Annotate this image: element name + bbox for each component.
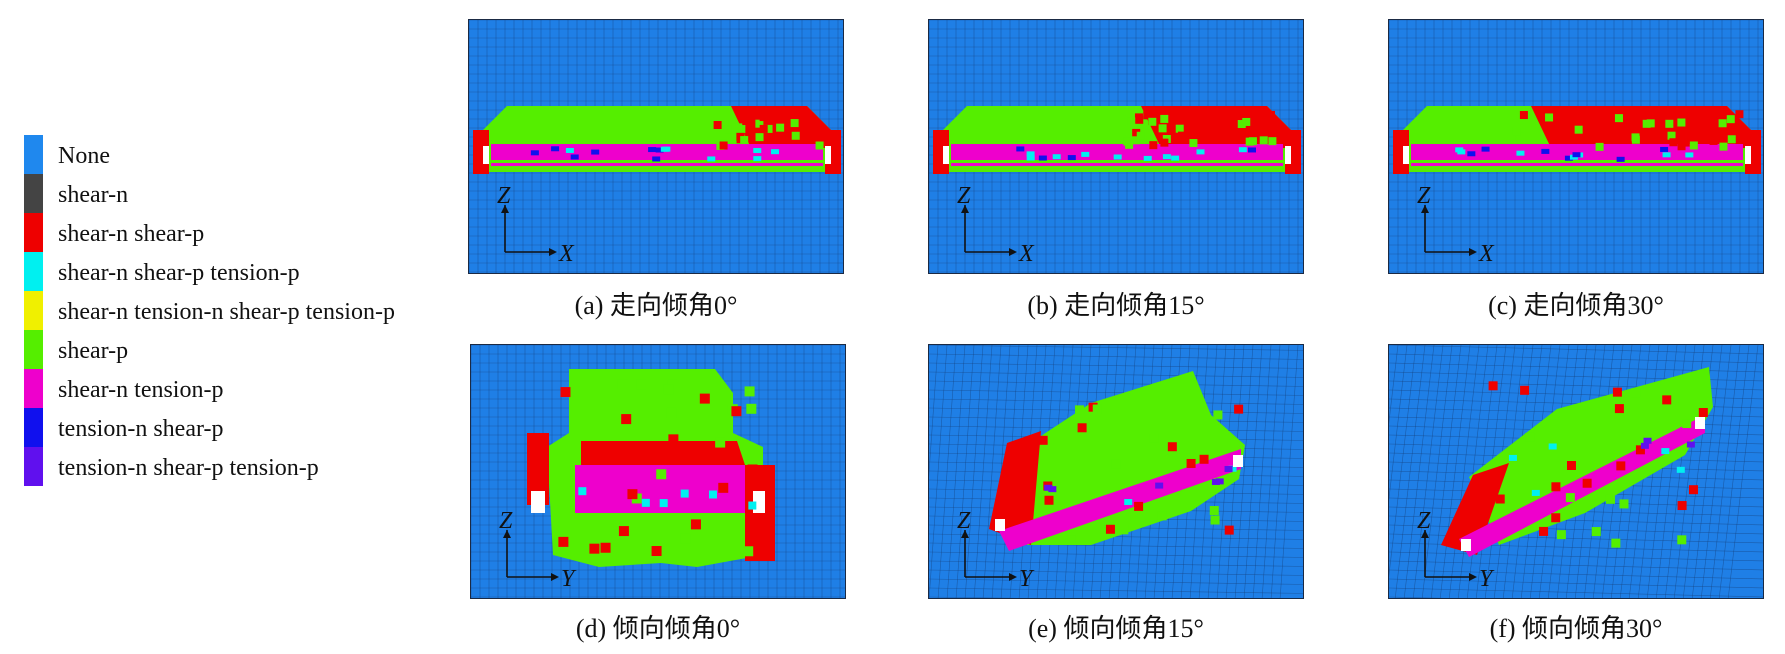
axis-indicator: ZY [957, 508, 1035, 592]
panel-f-plot: ZY [1389, 345, 1763, 598]
failure-zone [989, 371, 1245, 551]
legend-label: tension-n shear-p tension-p [58, 455, 319, 481]
legend-swatch [24, 369, 43, 408]
axis-label-horizontal: X [1478, 241, 1495, 267]
axis-label-vertical: Z [499, 508, 513, 534]
legend-label: shear-n tension-p [58, 377, 224, 403]
legend-label: shear-n shear-p tension-p [58, 260, 300, 286]
panel-a-plot: ZX [469, 20, 843, 273]
legend-label: shear-p [58, 338, 129, 364]
axis-label-horizontal: X [558, 241, 575, 267]
panel-c-plot: ZX [1389, 20, 1763, 273]
failure-zone [933, 106, 1301, 174]
mesh-grid [1389, 20, 1763, 273]
legend-swatch [24, 174, 43, 213]
failure-zone [473, 106, 841, 174]
legend-swatch [24, 252, 43, 291]
axis-label-horizontal: X [1018, 241, 1035, 267]
caption-e: (e) 倾向倾角15° [1028, 614, 1204, 643]
axis-label-horizontal: Y [1479, 566, 1495, 592]
caption-c: (c) 走向倾角30° [1488, 291, 1664, 320]
axis-label-horizontal: Y [1019, 566, 1035, 592]
axis-label-vertical: Z [957, 183, 971, 209]
axis-label-vertical: Z [1417, 183, 1431, 209]
legend-swatch [24, 135, 43, 174]
legend-swatch [24, 213, 43, 252]
panel-b-plot: ZX [929, 20, 1303, 273]
axis-label-vertical: Z [497, 183, 511, 209]
axis-indicator: ZX [957, 183, 1035, 267]
axis-indicator: ZX [1417, 183, 1495, 267]
legend-label: None [58, 143, 110, 169]
axis-label-vertical: Z [957, 508, 971, 534]
axis-label-horizontal: Y [561, 566, 577, 592]
mesh-grid [929, 345, 1303, 598]
panel-d-plot: ZY [471, 345, 845, 598]
legend-label: tension-n shear-p [58, 416, 224, 442]
legend-label: shear-n tension-n shear-p tension-p [58, 299, 395, 325]
axis-label-vertical: Z [1417, 508, 1431, 534]
legend-swatch [24, 291, 43, 330]
failure-zone [1441, 367, 1713, 557]
failure-zone [1393, 106, 1761, 174]
caption-a: (a) 走向倾角0° [574, 291, 738, 320]
panel-e-plot: ZY [929, 345, 1303, 598]
caption-b: (b) 走向倾角15° [1027, 291, 1205, 320]
legend-swatch [24, 447, 43, 486]
axis-indicator: ZX [497, 183, 575, 267]
axis-indicator: ZY [1417, 508, 1495, 592]
axis-indicator: ZY [499, 508, 577, 592]
caption-d: (d) 倾向倾角0° [575, 614, 741, 643]
legend-swatch [24, 330, 43, 369]
legend-swatch [24, 408, 43, 447]
legend-label: shear-n [58, 182, 129, 208]
legend-label: shear-n shear-p [58, 221, 205, 247]
failure-zone [527, 369, 775, 567]
caption-f: (f) 倾向倾角30° [1489, 614, 1663, 643]
